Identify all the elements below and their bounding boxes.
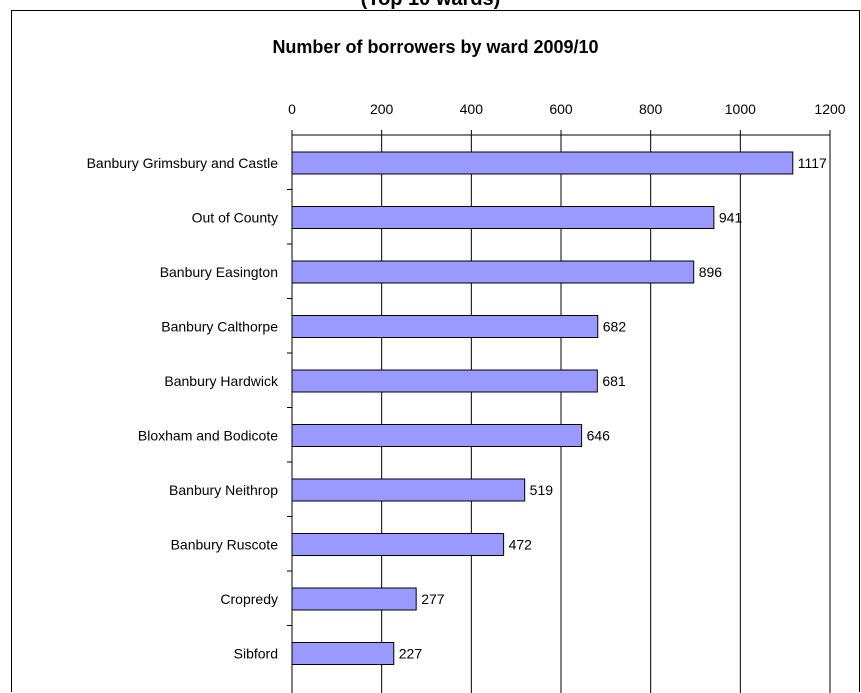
x-tick-label: 0	[288, 101, 296, 117]
category-label: Banbury Calthorpe	[161, 319, 278, 335]
data-label: 681	[602, 373, 626, 389]
category-label: Banbury Hardwick	[164, 373, 279, 389]
bar	[292, 534, 504, 556]
category-label: Sibford	[234, 646, 278, 662]
data-label: 227	[399, 646, 423, 662]
bar	[292, 425, 582, 447]
bar	[292, 316, 598, 338]
category-label: Banbury Neithrop	[169, 482, 278, 498]
category-label: Banbury Ruscote	[171, 537, 279, 553]
data-label: 1117	[798, 155, 827, 171]
bar	[292, 261, 694, 283]
data-label: 646	[587, 428, 611, 444]
bar	[292, 370, 597, 392]
x-tick-label: 1000	[725, 101, 756, 117]
data-label: 277	[421, 591, 445, 607]
x-tick-label: 800	[639, 101, 663, 117]
bar	[292, 479, 525, 501]
data-label: 896	[699, 264, 723, 280]
bar	[292, 643, 394, 665]
category-label: Cropredy	[220, 591, 278, 607]
x-tick-label: 1200	[814, 101, 845, 117]
category-label: Banbury Easington	[160, 264, 278, 280]
x-tick-label: 600	[549, 101, 573, 117]
x-tick-label: 200	[370, 101, 394, 117]
data-label: 472	[509, 537, 533, 553]
category-label: Banbury Grimsbury and Castle	[87, 155, 279, 171]
bar	[292, 207, 714, 229]
x-tick-label: 400	[460, 101, 484, 117]
bar	[292, 588, 416, 610]
data-label: 941	[719, 210, 743, 226]
category-label: Out of County	[192, 210, 278, 226]
data-label: 682	[603, 319, 627, 335]
data-label: 519	[530, 482, 554, 498]
bar	[292, 152, 793, 174]
category-label: Bloxham and Bodicote	[138, 428, 278, 444]
